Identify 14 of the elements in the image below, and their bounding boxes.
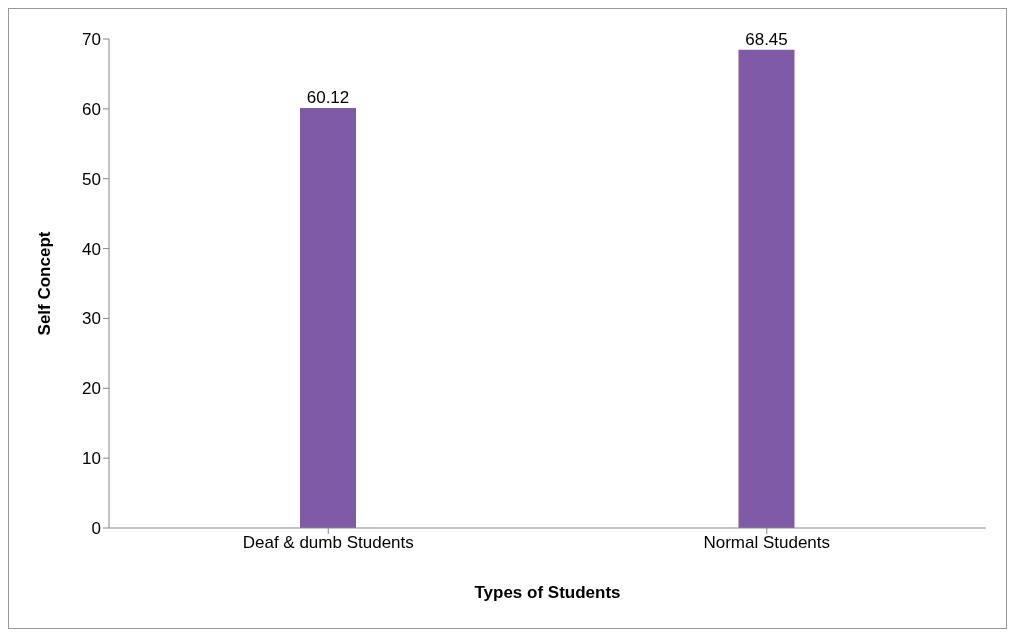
x-axis-title: Types of Students: [474, 583, 621, 602]
y-tick-label: 30: [82, 309, 101, 329]
y-tick-label: 20: [82, 379, 101, 399]
x-tick-label: Normal Students: [703, 533, 831, 553]
y-tick-label: 10: [82, 449, 101, 469]
data-label: 60.12: [306, 88, 350, 108]
y-axis-title: Self Concept: [35, 231, 55, 336]
y-tick-label: 50: [82, 169, 101, 189]
y-tick-label: 40: [82, 239, 101, 259]
y-tick-label: 60: [82, 99, 101, 119]
y-tick-label: 70: [82, 30, 101, 50]
data-label: 68.45: [745, 29, 788, 49]
x-tick-label: Deaf & dumb Students: [242, 533, 414, 553]
y-tick-label: 0: [91, 519, 101, 539]
